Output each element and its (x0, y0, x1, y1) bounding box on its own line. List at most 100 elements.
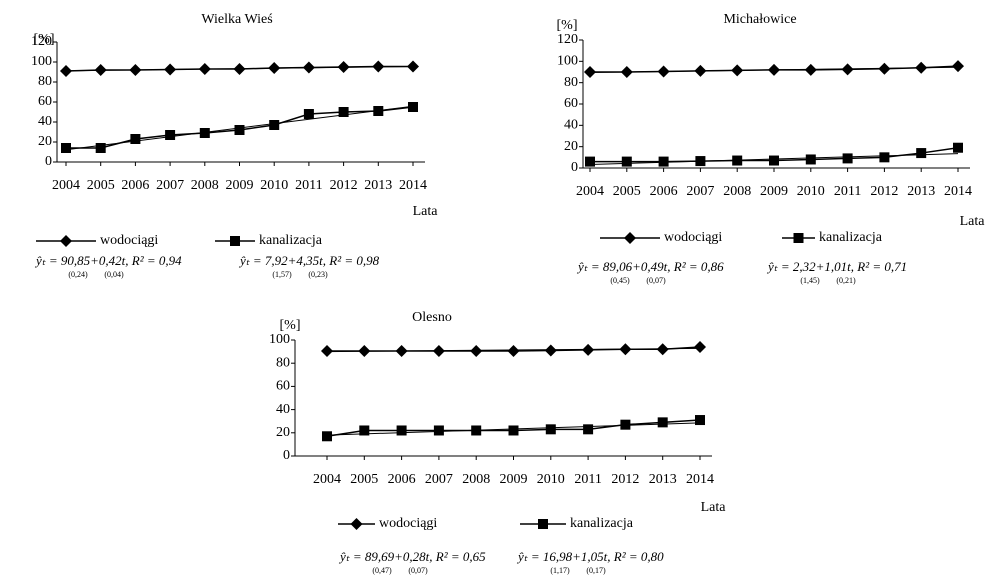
x-tick-label: 2004 (313, 472, 341, 487)
standard-error: (1,57) (272, 270, 292, 279)
data-point (695, 156, 706, 167)
x-tick-label: 2010 (537, 472, 565, 487)
data-point (657, 65, 670, 78)
chart-title: Olesno (412, 310, 452, 325)
data-point (582, 343, 595, 356)
data-point (199, 128, 210, 138)
data-point (322, 431, 332, 442)
y-axis-label: [%] (557, 18, 578, 33)
x-tick-label: 2012 (870, 184, 898, 199)
data-point (358, 345, 371, 358)
x-tick-label: 2014 (399, 178, 427, 193)
data-point (620, 66, 633, 78)
legend-label: kanalizacja (259, 233, 323, 248)
data-point (732, 155, 743, 166)
x-tick-label: 2004 (52, 178, 80, 193)
data-point (621, 156, 632, 167)
x-tick-label: 2005 (350, 472, 378, 487)
data-point (94, 64, 107, 76)
x-tick-label: 2005 (613, 184, 641, 199)
data-point (656, 343, 669, 356)
x-tick-label: 2008 (723, 184, 751, 199)
y-tick-label: 20 (564, 139, 578, 154)
data-point (433, 425, 444, 436)
equation: ŷₜ = 90,85+0,42t, R² = 0,94 (34, 253, 182, 268)
data-point (507, 345, 520, 358)
data-point (60, 65, 72, 77)
data-point (164, 63, 177, 76)
x-tick-label: 2004 (576, 184, 604, 199)
equation: ŷₜ = 2,32+1,01t, R² = 0,71 (766, 259, 907, 274)
x-axis-label: Lata (960, 214, 986, 229)
x-tick-label: 2014 (686, 472, 714, 487)
data-point (842, 153, 853, 164)
data-point (584, 66, 596, 78)
legend-label: wodociągi (664, 230, 722, 245)
y-tick-label: 60 (38, 94, 52, 109)
data-point (953, 142, 963, 153)
data-point (233, 63, 246, 75)
x-tick-label: 2010 (260, 178, 288, 193)
x-tick-label: 2009 (226, 178, 254, 193)
x-axis-label: Lata (701, 500, 727, 515)
y-tick-label: 80 (564, 75, 578, 90)
data-point (841, 63, 854, 76)
y-tick-label: 0 (283, 448, 290, 463)
y-tick-label: 80 (276, 355, 290, 370)
equation: ŷₜ = 16,98+1,05t, R² = 0,80 (516, 549, 664, 564)
data-point (658, 156, 669, 167)
data-point (337, 61, 350, 73)
legend-marker (538, 519, 548, 529)
data-point (372, 60, 385, 73)
data-point (302, 61, 315, 74)
x-tick-label: 2008 (191, 178, 219, 193)
x-tick-label: 2010 (797, 184, 825, 199)
x-tick-label: 2012 (611, 472, 639, 487)
equation: ŷₜ = 89,69+0,28t, R² = 0,65 (338, 549, 486, 564)
data-point (805, 154, 816, 165)
standard-error: (0,24) (68, 270, 88, 279)
data-point (879, 152, 890, 163)
y-tick-label: 120 (557, 32, 578, 47)
data-point (165, 130, 176, 140)
standard-error: (0,07) (408, 566, 428, 575)
standard-error: (0,07) (646, 276, 666, 285)
x-tick-label: 2012 (330, 178, 358, 193)
standard-error: (0,04) (104, 270, 124, 279)
y-axis-label: [%] (34, 32, 55, 47)
x-tick-label: 2013 (364, 178, 392, 193)
legend-label: kanalizacja (570, 516, 634, 531)
y-tick-label: 60 (276, 379, 290, 394)
legend-marker (60, 235, 72, 247)
legend-label: wodociągi (379, 516, 437, 531)
x-tick-label: 2009 (760, 184, 788, 199)
y-tick-label: 100 (557, 54, 578, 69)
data-point (471, 425, 482, 436)
x-tick-label: 2007 (686, 184, 714, 199)
data-point (585, 156, 595, 167)
standard-error: (0,21) (836, 276, 856, 285)
data-point (470, 345, 483, 358)
y-axis-label: [%] (280, 318, 301, 333)
data-point (695, 415, 705, 426)
x-tick-label: 2006 (388, 472, 416, 487)
standard-error: (0,47) (372, 566, 392, 575)
y-tick-label: 60 (564, 96, 578, 111)
x-tick-label: 2007 (425, 472, 453, 487)
legend-label: wodociągi (100, 233, 158, 248)
x-tick-label: 2011 (295, 178, 322, 193)
x-tick-label: 2011 (834, 184, 861, 199)
data-point (916, 148, 927, 159)
chart-title: Wielka Wieś (201, 12, 272, 27)
data-point (130, 134, 141, 144)
data-point (694, 64, 707, 77)
standard-error: (0,17) (586, 566, 606, 575)
x-tick-label: 2013 (649, 472, 677, 487)
x-tick-label: 2009 (500, 472, 528, 487)
data-point (61, 143, 71, 153)
data-point (269, 120, 280, 130)
data-point (359, 425, 370, 436)
y-tick-label: 120 (31, 34, 52, 49)
legend-marker (624, 232, 636, 244)
